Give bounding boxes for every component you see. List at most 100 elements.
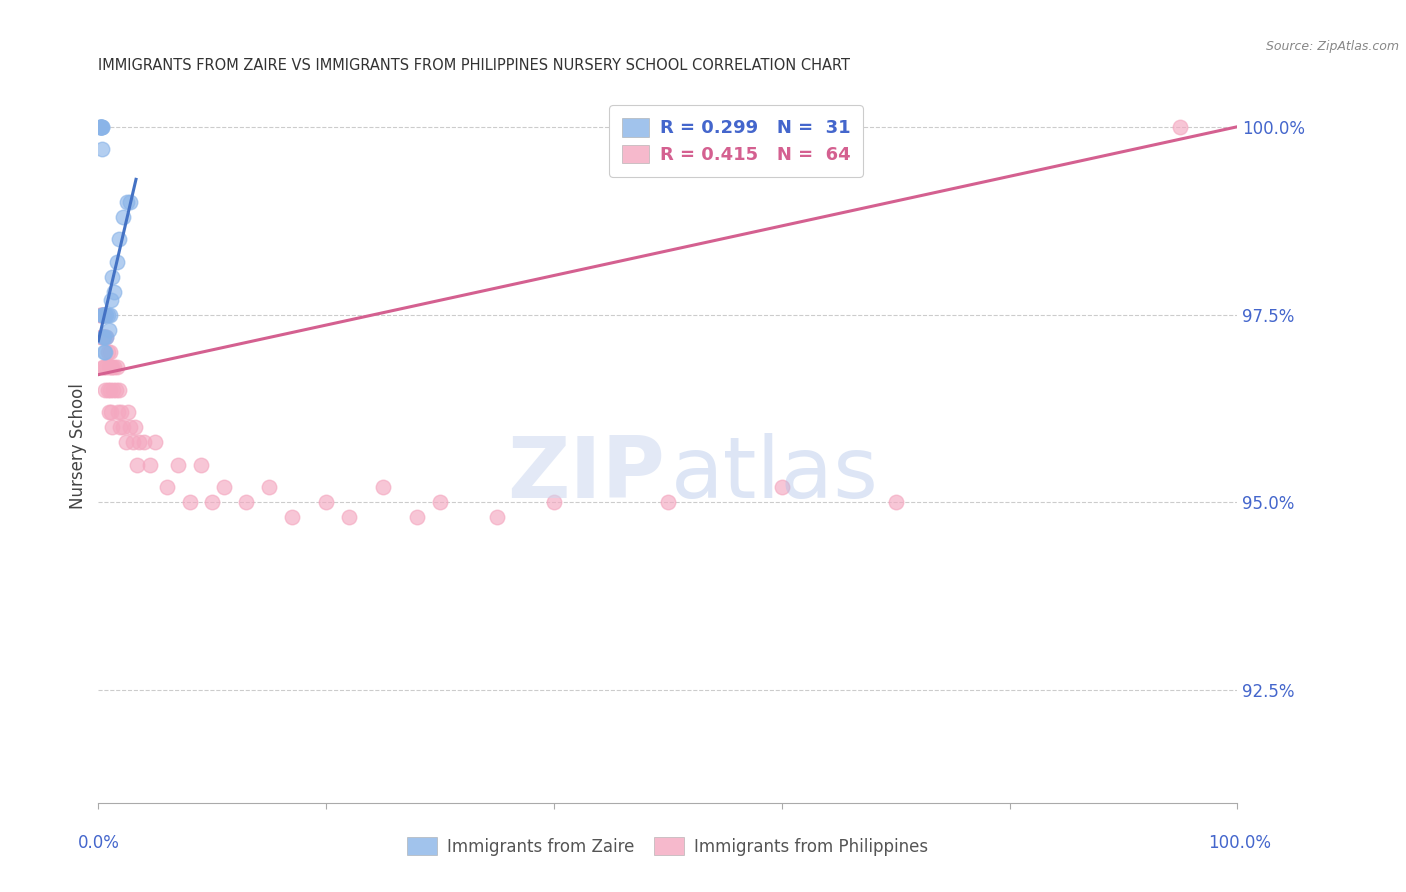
Text: atlas: atlas	[671, 433, 879, 516]
Point	[100, 405, 122, 419]
Point	[91, 308, 114, 322]
Point	[94, 308, 117, 322]
Point	[90, 308, 112, 322]
Point	[93, 345, 115, 359]
Text: 0.0%: 0.0%	[77, 834, 120, 852]
Point	[120, 194, 142, 209]
Point	[101, 270, 124, 285]
Point	[97, 360, 120, 375]
Point	[96, 330, 118, 344]
Point	[97, 405, 120, 419]
Point	[96, 360, 118, 375]
Point	[120, 420, 142, 434]
Point	[128, 435, 150, 450]
Point	[371, 480, 394, 494]
Point	[117, 405, 139, 419]
Point	[93, 330, 115, 344]
Text: ZIP: ZIP	[506, 433, 665, 516]
Point	[93, 308, 115, 322]
Point	[127, 458, 149, 472]
Point	[101, 420, 124, 434]
Point	[115, 194, 138, 209]
Point	[94, 383, 117, 397]
Point	[259, 480, 281, 494]
Point	[107, 405, 129, 419]
Point	[132, 435, 155, 450]
Point	[156, 480, 179, 494]
Point	[543, 495, 565, 509]
Point	[112, 420, 135, 434]
Point	[91, 330, 114, 344]
Point	[89, 120, 111, 134]
Point	[235, 495, 257, 509]
Point	[114, 435, 136, 450]
Point	[108, 383, 131, 397]
Point	[201, 495, 224, 509]
Point	[315, 495, 337, 509]
Point	[108, 232, 131, 246]
Point	[179, 495, 201, 509]
Point	[94, 345, 117, 359]
Point	[91, 330, 114, 344]
Point	[105, 255, 128, 269]
Text: IMMIGRANTS FROM ZAIRE VS IMMIGRANTS FROM PHILIPPINES NURSERY SCHOOL CORRELATION : IMMIGRANTS FROM ZAIRE VS IMMIGRANTS FROM…	[98, 58, 851, 73]
Point	[94, 330, 117, 344]
Point	[91, 360, 114, 375]
Point	[145, 435, 167, 450]
Point	[93, 360, 115, 375]
Point	[98, 308, 121, 322]
Point	[657, 495, 679, 509]
Point	[93, 308, 115, 322]
Text: 100.0%: 100.0%	[1209, 834, 1271, 852]
Point	[98, 383, 121, 397]
Point	[90, 308, 112, 322]
Point	[138, 458, 160, 472]
Point	[337, 510, 360, 524]
Point	[486, 510, 509, 524]
Point	[91, 308, 114, 322]
Point	[103, 383, 125, 397]
Legend: Immigrants from Zaire, Immigrants from Philippines: Immigrants from Zaire, Immigrants from P…	[401, 830, 935, 863]
Point	[96, 308, 118, 322]
Point	[93, 330, 115, 344]
Point	[1170, 120, 1192, 134]
Y-axis label: Nursery School: Nursery School	[69, 383, 87, 509]
Point	[104, 383, 127, 397]
Point	[281, 510, 304, 524]
Point	[100, 293, 122, 307]
Point	[108, 420, 131, 434]
Point	[90, 120, 112, 134]
Point	[103, 360, 125, 375]
Point	[96, 383, 118, 397]
Point	[112, 210, 135, 224]
Point	[90, 120, 112, 134]
Point	[101, 360, 124, 375]
Point	[90, 120, 112, 134]
Point	[98, 345, 121, 359]
Point	[105, 360, 128, 375]
Point	[110, 405, 132, 419]
Point	[90, 330, 112, 344]
Point	[91, 308, 114, 322]
Point	[121, 435, 143, 450]
Point	[90, 330, 112, 344]
Point	[96, 345, 118, 359]
Point	[90, 142, 112, 156]
Point	[90, 120, 112, 134]
Point	[406, 510, 429, 524]
Text: Source: ZipAtlas.com: Source: ZipAtlas.com	[1265, 40, 1399, 54]
Point	[90, 120, 112, 134]
Point	[103, 285, 125, 299]
Point	[89, 120, 111, 134]
Point	[100, 360, 122, 375]
Point	[167, 458, 190, 472]
Point	[429, 495, 451, 509]
Point	[89, 308, 111, 322]
Point	[190, 458, 212, 472]
Point	[884, 495, 907, 509]
Point	[770, 480, 793, 494]
Point	[124, 420, 146, 434]
Point	[90, 308, 112, 322]
Point	[97, 322, 120, 336]
Point	[93, 308, 115, 322]
